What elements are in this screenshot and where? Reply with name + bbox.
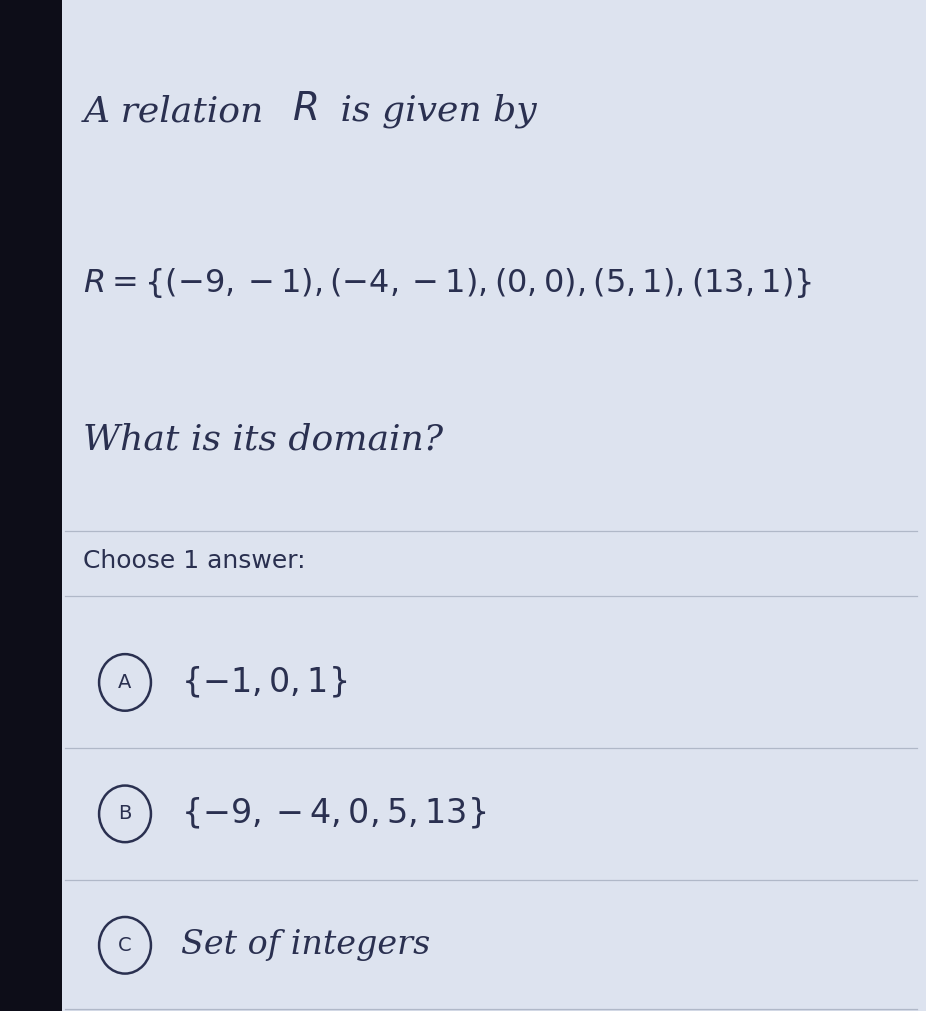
Text: $\{-9,-4,0,5,13\}$: $\{-9,-4,0,5,13\}$ — [181, 797, 485, 831]
Text: A relation: A relation — [83, 94, 275, 128]
Text: is given by: is given by — [329, 94, 536, 128]
Text: $\mathit{R}$: $\mathit{R}$ — [292, 90, 317, 128]
Text: B: B — [119, 805, 131, 823]
FancyBboxPatch shape — [60, 0, 926, 1011]
Text: Set of integers: Set of integers — [181, 929, 430, 961]
Text: C: C — [119, 936, 131, 954]
Text: Choose 1 answer:: Choose 1 answer: — [83, 549, 306, 573]
Text: $\{-1,0,1\}$: $\{-1,0,1\}$ — [181, 665, 346, 700]
Text: What is its domain?: What is its domain? — [83, 423, 444, 457]
FancyBboxPatch shape — [0, 0, 62, 1011]
Text: A: A — [119, 673, 131, 692]
Text: $R = \{(-9,-1),(-4,-1),(0,0),(5,1),(13,1)\}$: $R = \{(-9,-1),(-4,-1),(0,0),(5,1),(13,1… — [83, 266, 812, 300]
